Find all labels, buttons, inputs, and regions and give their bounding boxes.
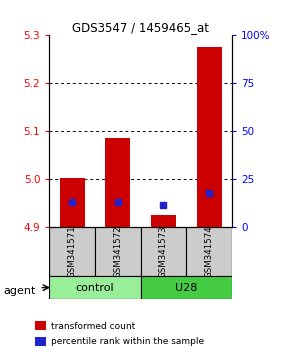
Bar: [95, 227, 141, 276]
Text: agent: agent: [3, 286, 35, 296]
Text: GSM341571: GSM341571: [68, 225, 77, 278]
Bar: [59, 178, 85, 227]
Bar: [49, 227, 95, 276]
Bar: [141, 276, 232, 299]
Bar: [141, 227, 186, 276]
Bar: [186, 227, 232, 276]
Text: U28: U28: [175, 282, 197, 293]
Bar: [151, 215, 176, 227]
Bar: [105, 138, 130, 227]
Text: GSM341573: GSM341573: [159, 225, 168, 278]
Text: GSM341572: GSM341572: [113, 225, 122, 278]
Bar: [49, 276, 141, 299]
Title: GDS3547 / 1459465_at: GDS3547 / 1459465_at: [72, 21, 209, 34]
Text: GSM341574: GSM341574: [205, 225, 214, 278]
Text: control: control: [76, 282, 114, 293]
Text: percentile rank within the sample: percentile rank within the sample: [51, 337, 204, 347]
Bar: [197, 47, 222, 227]
Text: transformed count: transformed count: [51, 321, 135, 331]
